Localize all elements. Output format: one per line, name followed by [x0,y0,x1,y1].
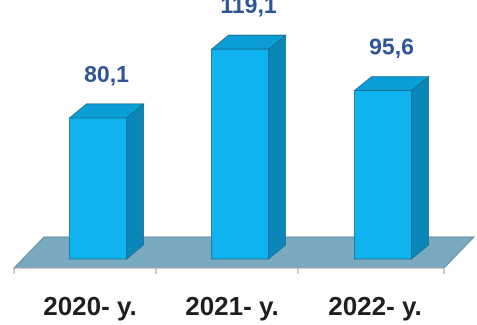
data-label: 119,1 [220,0,276,18]
x-tick-label: 2020- y. [43,291,136,321]
bar-front-face [354,90,412,260]
x-tick-label: 2021- y. [185,291,278,321]
bar-1 [68,103,145,260]
x-tick-labels-group: 2020- y. 2021- y. 2022- y. [43,291,421,321]
data-labels-group: 80,1 119,1 95,6 [84,0,414,87]
bar-2 [210,34,287,260]
x-axis [13,267,445,274]
bar-3 [353,75,430,260]
bar-side-face [268,34,286,260]
data-label: 95,6 [369,34,414,60]
bars-group [68,34,430,260]
bar-side-face [411,75,429,260]
data-label: 80,1 [84,61,129,87]
bar-front-face [211,48,269,260]
bar-front-face [69,117,127,260]
x-tick-label: 2022- y. [328,291,421,321]
bar-side-face [126,103,144,260]
